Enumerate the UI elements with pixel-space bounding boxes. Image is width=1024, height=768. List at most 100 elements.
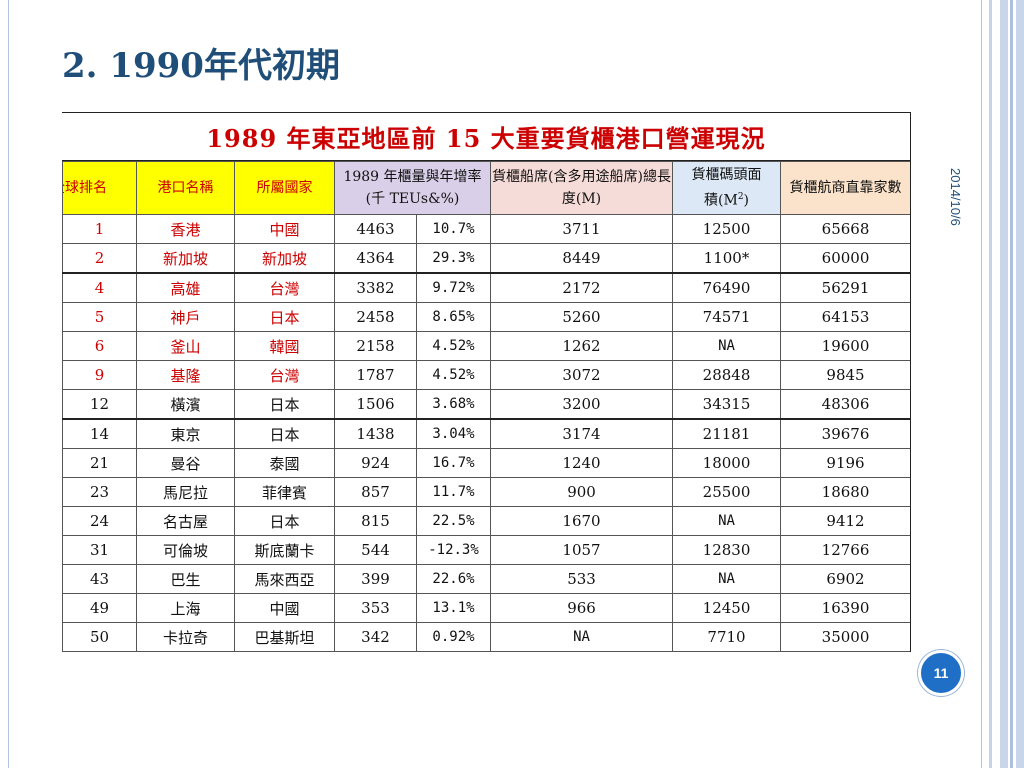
cell-carriers: 9845 <box>780 360 910 390</box>
cell-port: 橫濱 <box>136 389 235 420</box>
header-country: 所屬國家 <box>234 161 335 215</box>
cell-rank: 31 <box>62 535 137 565</box>
cell-area: 28848 <box>672 360 782 390</box>
cell-country: 馬來西亞 <box>234 564 335 594</box>
cell-berth: 3200 <box>490 389 674 420</box>
cell-area: 1100* <box>672 243 782 274</box>
cell-area: 25500 <box>672 477 782 507</box>
cell-teu: 4364 <box>334 243 417 274</box>
cell-country: 泰國 <box>234 448 335 478</box>
cell-growth: 9.72% <box>415 272 492 303</box>
cell-country: 巴基斯坦 <box>234 622 335 652</box>
table-row: 2 新加坡 新加坡 4364 29.3% 8449 1100* 60000 <box>62 243 910 274</box>
cell-port: 馬尼拉 <box>136 477 235 507</box>
cell-port: 東京 <box>136 418 235 449</box>
cell-rank: 9 <box>62 360 137 390</box>
cell-teu: 4463 <box>334 214 417 244</box>
cell-port: 高雄 <box>136 272 235 303</box>
page-number-badge: 11 <box>918 650 964 696</box>
cell-area: 12500 <box>672 214 782 244</box>
header-area: 貨櫃碼頭面 積(M2) <box>672 161 782 215</box>
table-row: 12 橫濱 日本 1506 3.68% 3200 34315 48306 <box>62 389 910 420</box>
cell-area: 21181 <box>672 418 782 449</box>
cell-port: 上海 <box>136 593 235 623</box>
slide-title: 2. 1990年代初期 <box>62 46 340 86</box>
table-row: 43 巴生 馬來西亞 399 22.6% 533 NA 6902 <box>62 564 910 594</box>
cell-berth: 966 <box>490 593 674 623</box>
header-area-close: ) <box>743 192 750 209</box>
cell-teu: 2158 <box>334 331 417 361</box>
port-table: 全球排名 港口名稱 所屬國家 1989 年櫃量與年增率(千 TEUs&%) 貨櫃… <box>62 161 910 652</box>
cell-country: 韓國 <box>234 331 335 361</box>
table-row: 21 曼谷 泰國 924 16.7% 1240 18000 9196 <box>62 448 910 478</box>
cell-growth: 10.7% <box>415 214 492 244</box>
slide-date-text: 2014/10/6 <box>948 168 963 226</box>
cell-port: 基隆 <box>136 360 235 390</box>
cell-port: 卡拉奇 <box>136 622 235 652</box>
cell-growth: 11.7% <box>415 477 492 507</box>
cell-country: 日本 <box>234 506 335 536</box>
cell-port: 巴生 <box>136 564 235 594</box>
cell-port: 香港 <box>136 214 235 244</box>
cell-country: 台灣 <box>234 272 335 303</box>
right-band-line-2 <box>989 0 992 768</box>
cell-carriers: 35000 <box>780 622 910 652</box>
cell-port: 名古屋 <box>136 506 235 536</box>
cell-growth: 16.7% <box>415 448 492 478</box>
cell-teu: 3382 <box>334 272 417 303</box>
cell-teu: 924 <box>334 448 417 478</box>
cell-country: 台灣 <box>234 360 335 390</box>
cell-berth: 1262 <box>490 331 674 361</box>
cell-rank: 2 <box>62 243 137 274</box>
table-heading: 1989 年東亞地區前 15 大重要貨櫃港口營運現況 <box>62 113 910 161</box>
cell-country: 新加坡 <box>234 243 335 274</box>
header-port: 港口名稱 <box>136 161 235 215</box>
cell-berth: 3174 <box>490 418 674 449</box>
cell-rank: 4 <box>62 272 137 303</box>
cell-rank: 49 <box>62 593 137 623</box>
cell-rank: 1 <box>62 214 137 244</box>
cell-berth: 3072 <box>490 360 674 390</box>
cell-carriers: 65668 <box>780 214 910 244</box>
cell-country: 日本 <box>234 302 335 332</box>
header-rank: 全球排名 <box>62 161 137 215</box>
cell-port: 神戶 <box>136 302 235 332</box>
cell-carriers: 48306 <box>780 389 910 420</box>
cell-area: NA <box>672 506 782 536</box>
cell-teu: 815 <box>334 506 417 536</box>
cell-berth: 8449 <box>490 243 674 274</box>
cell-country: 中國 <box>234 593 335 623</box>
cell-growth: 22.5% <box>415 506 492 536</box>
header-throughput: 1989 年櫃量與年增率(千 TEUs&%) <box>333 161 492 215</box>
cell-teu: 353 <box>334 593 417 623</box>
cell-berth: 900 <box>490 477 674 507</box>
cell-rank: 23 <box>62 477 137 507</box>
cell-area: 76490 <box>672 272 782 303</box>
cell-carriers: 9196 <box>780 448 910 478</box>
cell-growth: -12.3% <box>415 535 492 565</box>
cell-berth: 2172 <box>490 272 674 303</box>
table-row: 50 卡拉奇 巴基斯坦 342 0.92% NA 7710 35000 <box>62 622 910 652</box>
right-band-line-3 <box>1000 0 1008 768</box>
cell-growth: 3.04% <box>415 418 492 449</box>
cell-growth: 8.65% <box>415 302 492 332</box>
header-berth: 貨櫃船席(含多用途船席)總長度(M) <box>490 161 674 215</box>
cell-teu: 399 <box>334 564 417 594</box>
cell-carriers: 18680 <box>780 477 910 507</box>
table-row: 23 馬尼拉 菲律賓 857 11.7% 900 25500 18680 <box>62 477 910 507</box>
table-row: 1 香港 中國 4463 10.7% 3711 12500 65668 <box>62 214 910 244</box>
cell-carriers: 64153 <box>780 302 910 332</box>
cell-growth: 4.52% <box>415 331 492 361</box>
cell-teu: 1787 <box>334 360 417 390</box>
table-header-row: 全球排名 港口名稱 所屬國家 1989 年櫃量與年增率(千 TEUs&%) 貨櫃… <box>62 161 910 215</box>
cell-carriers: 6902 <box>780 564 910 594</box>
cell-country: 菲律賓 <box>234 477 335 507</box>
table-row: 24 名古屋 日本 815 22.5% 1670 NA 9412 <box>62 506 910 536</box>
cell-rank: 12 <box>62 389 137 420</box>
header-area-sup: 2 <box>737 192 744 203</box>
cell-teu: 2458 <box>334 302 417 332</box>
cell-area: 12830 <box>672 535 782 565</box>
cell-port: 新加坡 <box>136 243 235 274</box>
cell-country: 中國 <box>234 214 335 244</box>
left-border-line <box>8 0 9 768</box>
